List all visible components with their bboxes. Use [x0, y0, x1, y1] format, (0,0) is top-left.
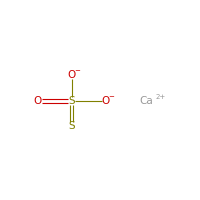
Text: Ca: Ca: [140, 96, 153, 106]
Text: O: O: [33, 96, 42, 106]
Text: O: O: [101, 96, 110, 106]
Text: 2+: 2+: [156, 94, 166, 100]
Text: S: S: [68, 96, 75, 106]
Text: S: S: [68, 121, 75, 131]
Text: −: −: [109, 94, 114, 100]
Text: O: O: [67, 70, 76, 80]
Text: −: −: [74, 68, 80, 74]
